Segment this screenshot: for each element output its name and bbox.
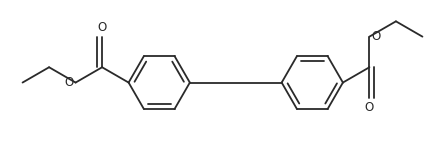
Text: O: O: [64, 76, 73, 89]
Text: O: O: [365, 101, 374, 114]
Text: O: O: [372, 30, 381, 43]
Text: O: O: [97, 21, 107, 34]
